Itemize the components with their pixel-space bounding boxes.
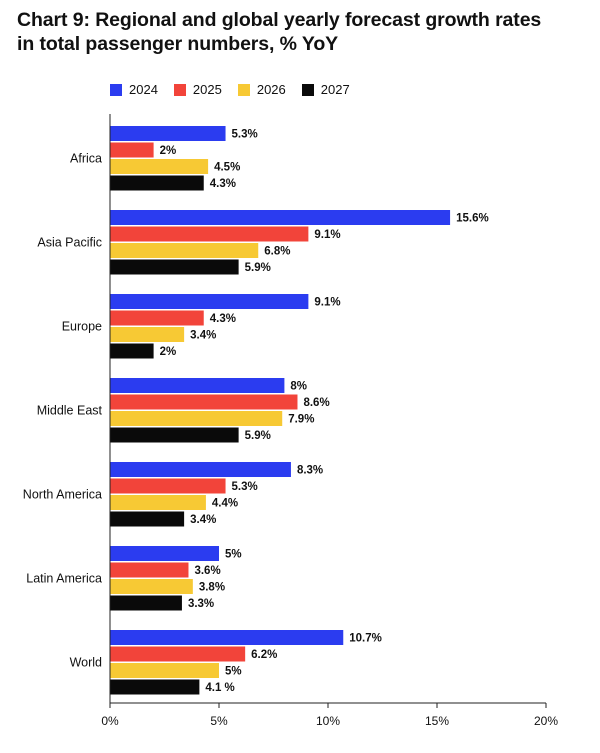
category-label: Europe [62,319,102,333]
legend-swatch [110,83,122,96]
x-tick-label: 10% [316,714,340,728]
category-label: North America [23,487,102,501]
legend-label: 2025 [192,82,222,97]
legend-item-2024: 2024 [110,82,158,97]
bar-2027 [110,427,239,443]
bar-2026 [110,159,209,174]
bar-2026 [110,411,283,426]
bar-2024 [110,546,219,561]
category-label: World [70,655,102,669]
category-label: Africa [70,151,102,165]
bar-2025 [110,226,309,242]
legend-label: 2026 [256,82,286,97]
legend-label: 2024 [129,82,158,97]
legend-item-2026: 2026 [237,82,286,97]
bar-2025 [110,646,246,662]
data-label: 4.5% [214,162,240,174]
bar-2025 [110,562,189,578]
data-label: 5.3% [232,481,258,493]
x-tick-label: 5% [210,714,228,728]
data-label: 3.4% [190,330,216,342]
bar-2027 [110,343,154,359]
bar-2026 [110,663,219,678]
data-label: 8.6% [303,397,329,409]
legend-item-2025: 2025 [173,82,222,97]
bar-2025 [110,478,226,494]
data-label: 7.9% [288,414,314,426]
bar-2024 [110,378,285,393]
bar-2025 [110,310,204,326]
data-label: 4.3% [210,178,236,190]
data-label: 10.7% [349,633,382,645]
bar-2024 [110,630,344,645]
data-label: 3.6% [194,565,220,577]
data-label: 5.3% [232,129,258,141]
bar-2024 [110,210,451,225]
data-label: 15.6% [456,213,489,225]
data-label: 4.3% [210,313,236,325]
bar-2024 [110,462,291,477]
data-label: 5.9% [245,430,271,442]
legend-swatch [173,83,186,96]
legend-label: 2027 [320,82,350,97]
bar-2026 [110,327,185,342]
legend-swatch [301,83,314,96]
chart-title-line-2: in total passenger numbers, % YoY [17,33,339,55]
chart-title-line-1: Chart 9: Regional and global yearly fore… [17,9,542,31]
category-label: Middle East [37,403,103,417]
bar-2026 [110,495,206,510]
x-tick-label: 20% [534,714,558,728]
data-label: 9.1% [314,229,340,241]
bar-2027 [110,595,182,611]
data-label: 6.8% [264,246,290,258]
bar-2027 [110,259,239,275]
bar-2025 [110,142,154,158]
data-label: 3.4% [190,514,216,526]
data-label: 5% [225,666,242,678]
bar-2024 [110,126,226,141]
data-label: 2% [160,145,177,157]
data-label: 9.1% [314,297,340,309]
data-label: 5% [225,549,242,561]
x-tick-label: 15% [425,714,449,728]
bar-2027 [110,679,200,695]
bar-2026 [110,243,259,258]
data-label: 8% [290,381,307,393]
data-label: 4.4% [212,498,238,510]
bar-2027 [110,175,204,191]
data-label: 5.9% [245,262,271,274]
data-label: 3.3% [188,598,214,610]
bar-2025 [110,394,298,410]
category-label: Asia Pacific [37,235,102,249]
data-label: 8.3% [297,465,323,477]
legend: 2024 2025 2026 2027 [110,82,366,97]
category-label: Latin America [26,571,102,585]
data-label: 6.2% [251,649,277,661]
data-label: 4.1 % [205,682,234,694]
bar-2024 [110,294,309,309]
legend-item-2027: 2027 [301,82,350,97]
legend-swatch [237,83,250,96]
chart-title: Chart 9: Regional and global yearly fore… [17,8,587,56]
bar-2026 [110,579,193,594]
data-label: 2% [160,346,177,358]
bar-2027 [110,511,185,527]
x-tick-label: 0% [101,714,119,728]
data-label: 3.8% [199,582,225,594]
